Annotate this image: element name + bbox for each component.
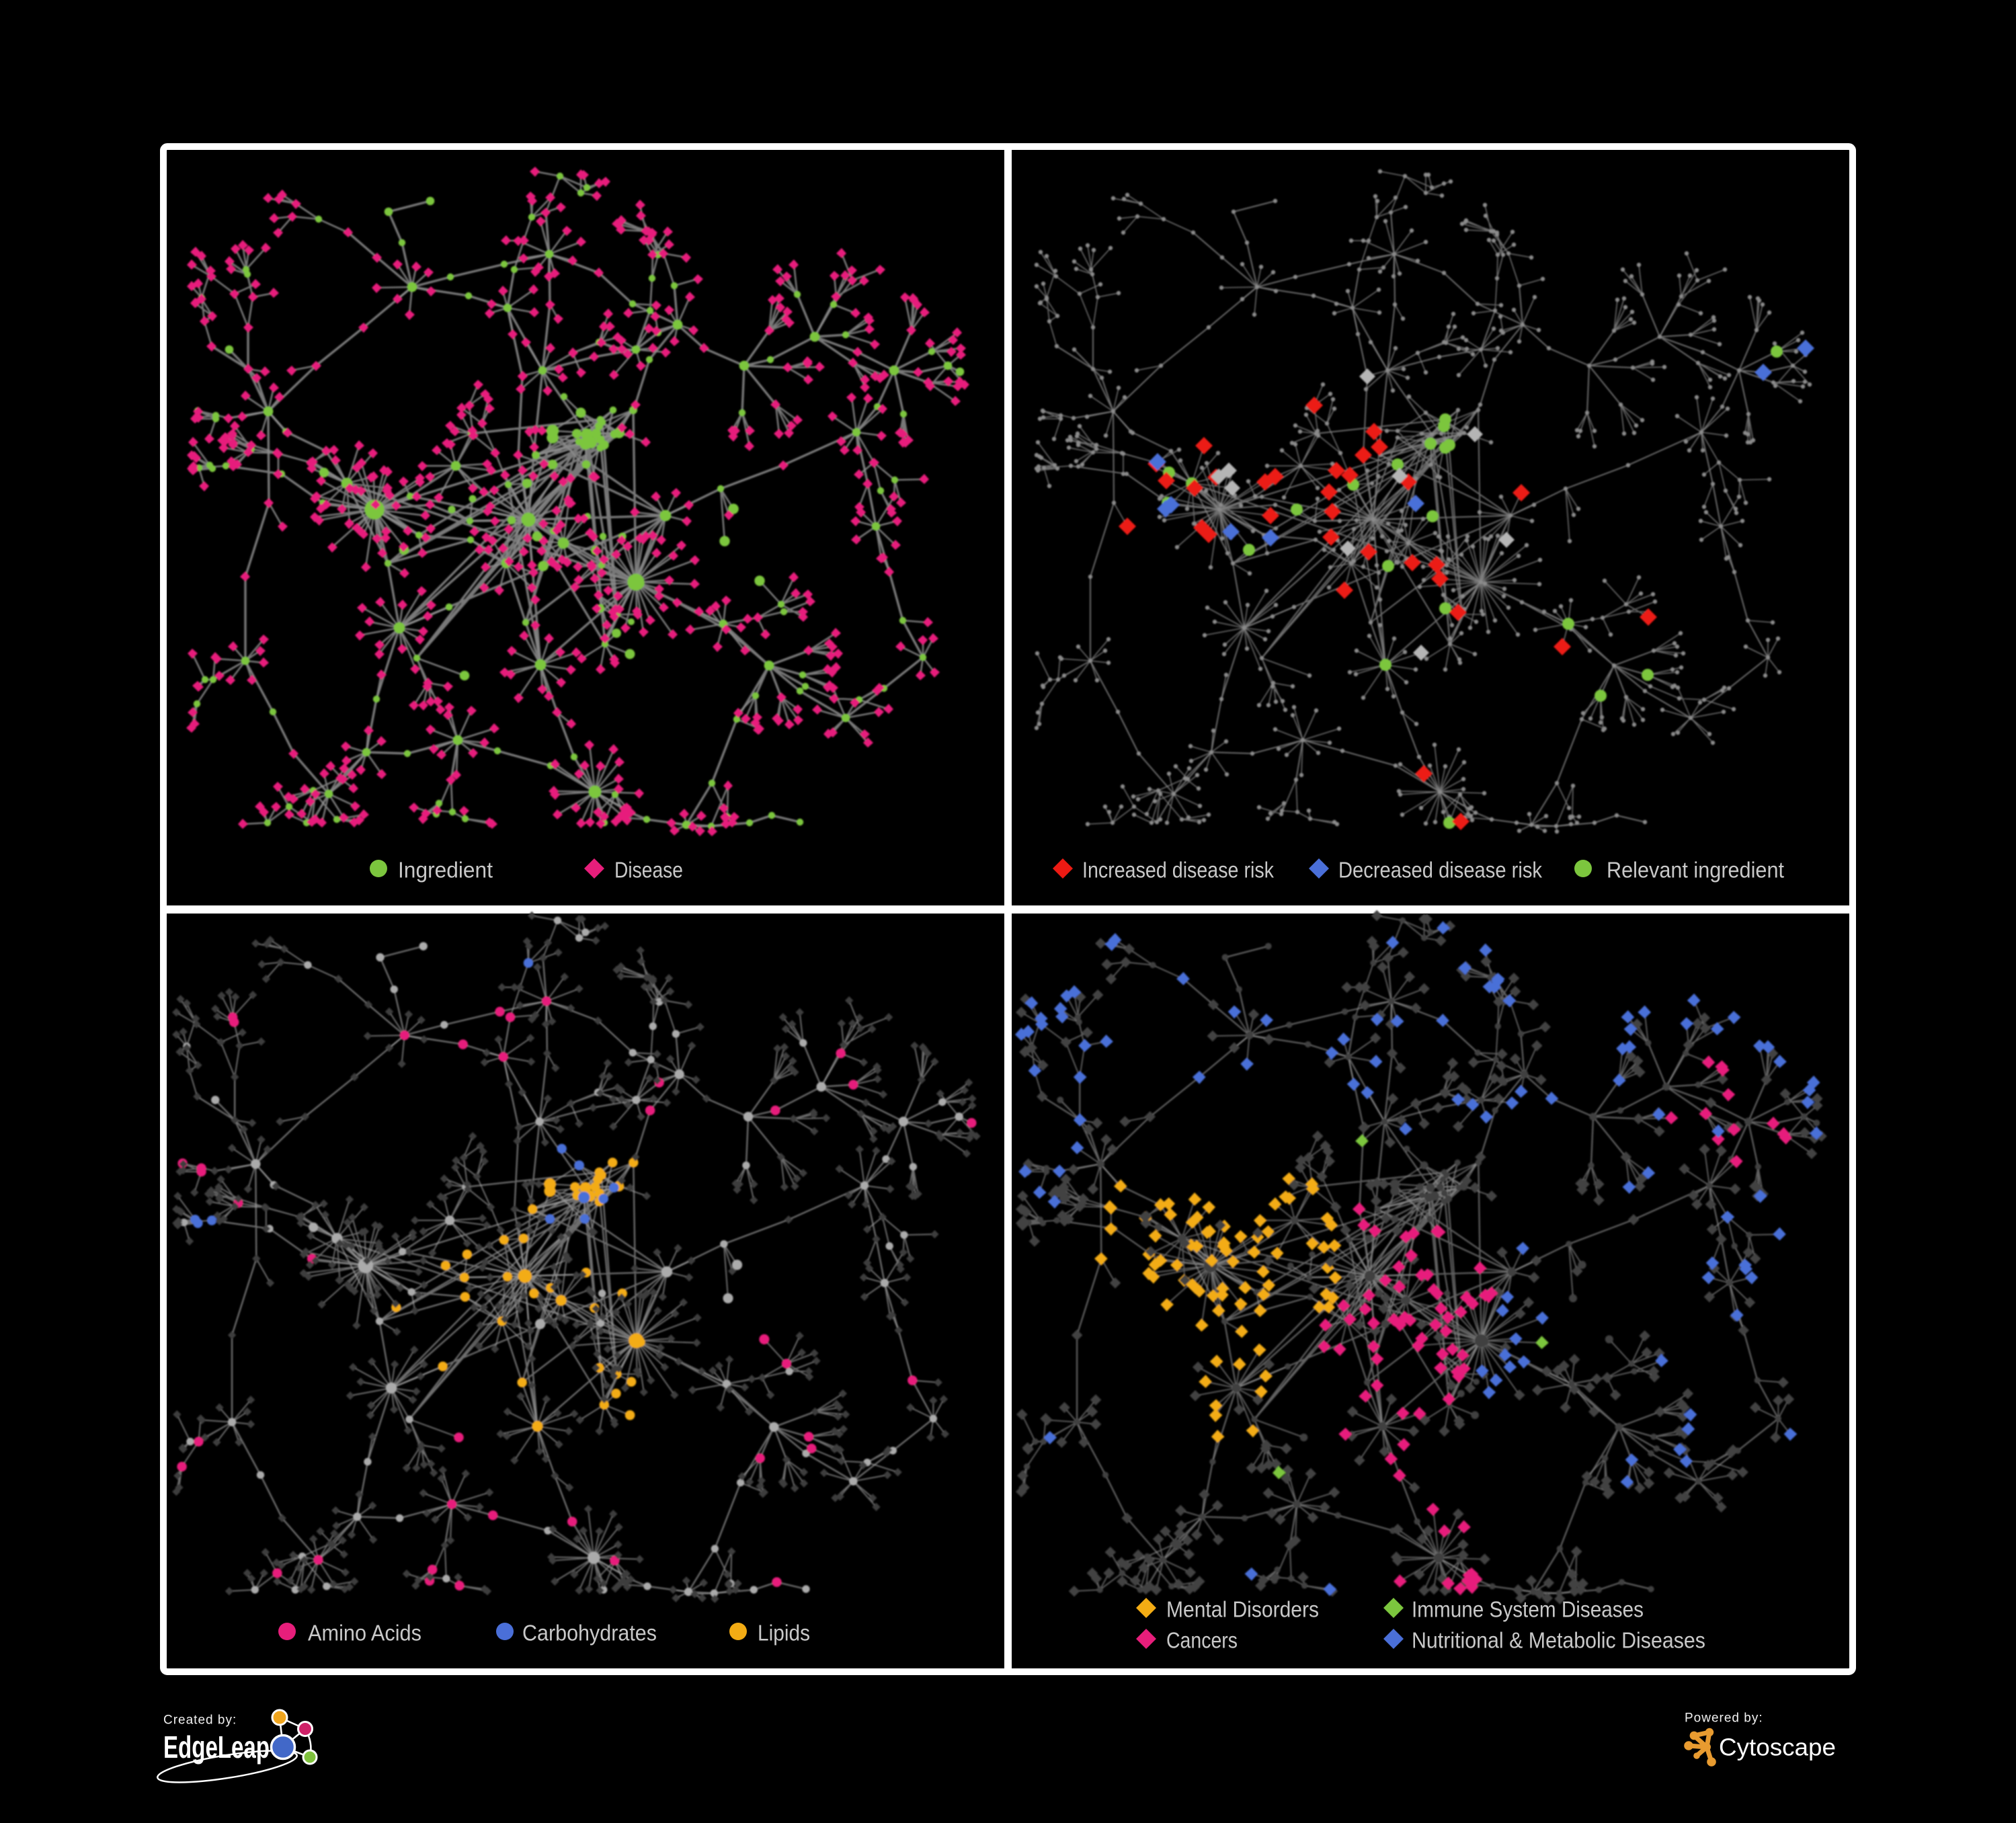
svg-text:Created by:: Created by: bbox=[163, 1713, 237, 1728]
svg-text:Carbohydrates: Carbohydrates bbox=[522, 1621, 657, 1646]
svg-text:Disease: Disease bbox=[614, 858, 683, 883]
svg-text:Lipids: Lipids bbox=[758, 1621, 810, 1646]
svg-text:Mental Disorders: Mental Disorders bbox=[1166, 1597, 1319, 1622]
svg-text:Increased disease risk: Increased disease risk bbox=[1082, 858, 1274, 883]
svg-text:Powered by:: Powered by: bbox=[1685, 1711, 1763, 1726]
svg-text:Cancers: Cancers bbox=[1166, 1628, 1238, 1653]
svg-text:Decreased disease risk: Decreased disease risk bbox=[1338, 858, 1542, 883]
svg-text:Immune System Diseases: Immune System Diseases bbox=[1412, 1597, 1644, 1622]
svg-text:Ingredient: Ingredient bbox=[398, 858, 493, 883]
svg-text:Cytoscape: Cytoscape bbox=[1719, 1734, 1836, 1761]
svg-text:EdgeLeap: EdgeLeap bbox=[163, 1730, 270, 1765]
svg-text:Amino Acids: Amino Acids bbox=[308, 1621, 421, 1646]
svg-text:Nutritional & Metabolic Diseas: Nutritional & Metabolic Diseases bbox=[1412, 1628, 1705, 1653]
svg-text:Relevant ingredient: Relevant ingredient bbox=[1607, 858, 1784, 883]
